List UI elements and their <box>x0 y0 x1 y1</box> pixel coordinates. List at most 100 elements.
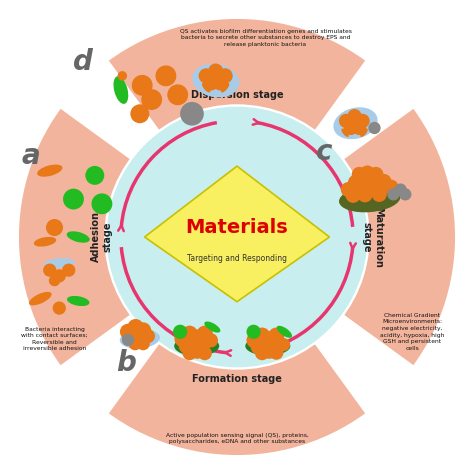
Circle shape <box>130 104 149 123</box>
Ellipse shape <box>67 296 90 306</box>
Circle shape <box>266 339 281 355</box>
Circle shape <box>132 75 153 96</box>
Circle shape <box>348 175 363 190</box>
Circle shape <box>122 334 134 346</box>
Circle shape <box>254 328 270 344</box>
Circle shape <box>179 338 194 354</box>
Circle shape <box>199 68 214 83</box>
Circle shape <box>167 84 188 105</box>
Circle shape <box>355 181 370 196</box>
Wedge shape <box>237 237 417 417</box>
Wedge shape <box>57 237 237 417</box>
Text: Bacteria interacting
with contact surfaces;
Reversible and
irreversible adhesion: Bacteria interacting with contact surfac… <box>21 327 88 351</box>
Circle shape <box>204 333 218 347</box>
Circle shape <box>360 165 375 181</box>
Ellipse shape <box>339 186 401 212</box>
Circle shape <box>197 326 213 342</box>
Circle shape <box>368 122 381 134</box>
Circle shape <box>118 71 127 81</box>
Circle shape <box>62 264 75 277</box>
Text: Materials: Materials <box>186 218 288 237</box>
Ellipse shape <box>113 76 128 104</box>
Circle shape <box>128 337 142 350</box>
Text: d: d <box>73 47 93 76</box>
Circle shape <box>104 104 370 370</box>
Ellipse shape <box>360 128 368 137</box>
Circle shape <box>362 174 377 189</box>
Circle shape <box>356 114 370 128</box>
Circle shape <box>218 68 233 83</box>
Circle shape <box>133 328 147 343</box>
Circle shape <box>182 326 198 342</box>
Ellipse shape <box>29 292 52 305</box>
Circle shape <box>246 325 261 339</box>
Ellipse shape <box>192 64 239 98</box>
Ellipse shape <box>44 258 74 268</box>
Ellipse shape <box>120 329 160 348</box>
Text: Adhesion
stage: Adhesion stage <box>91 211 113 263</box>
Circle shape <box>368 167 383 182</box>
Circle shape <box>91 193 112 214</box>
Text: Active population sensing signal (QS), proteins,
polysaccharides, eDNA and other: Active population sensing signal (QS), p… <box>165 433 309 444</box>
Ellipse shape <box>202 83 210 92</box>
Circle shape <box>173 325 187 339</box>
Wedge shape <box>237 57 417 237</box>
Circle shape <box>399 188 411 201</box>
Polygon shape <box>145 166 329 302</box>
Circle shape <box>208 64 223 79</box>
Circle shape <box>174 331 191 347</box>
Ellipse shape <box>341 128 349 137</box>
Ellipse shape <box>34 237 56 246</box>
Circle shape <box>357 187 373 202</box>
Circle shape <box>195 338 210 354</box>
Circle shape <box>339 114 353 128</box>
Circle shape <box>141 329 155 343</box>
Circle shape <box>141 89 162 110</box>
Circle shape <box>19 19 455 455</box>
Ellipse shape <box>37 164 63 177</box>
Circle shape <box>268 328 284 344</box>
Circle shape <box>46 219 63 236</box>
Circle shape <box>107 107 367 367</box>
Wedge shape <box>57 57 237 237</box>
Circle shape <box>53 269 66 283</box>
Circle shape <box>258 337 273 352</box>
Circle shape <box>350 116 363 128</box>
Circle shape <box>369 181 384 196</box>
Circle shape <box>180 102 204 126</box>
Circle shape <box>251 339 266 355</box>
Circle shape <box>155 65 176 86</box>
Circle shape <box>394 183 407 196</box>
Circle shape <box>262 345 276 359</box>
Circle shape <box>182 346 197 360</box>
Circle shape <box>255 346 269 360</box>
Text: Targeting and Responding: Targeting and Responding <box>187 254 287 263</box>
Circle shape <box>261 331 277 347</box>
Text: a: a <box>21 142 40 171</box>
Text: Dispersion stage: Dispersion stage <box>191 90 283 100</box>
Circle shape <box>125 330 139 345</box>
Ellipse shape <box>67 231 90 243</box>
Circle shape <box>120 324 136 340</box>
Circle shape <box>376 174 392 189</box>
Ellipse shape <box>277 326 292 338</box>
Circle shape <box>383 180 399 195</box>
Circle shape <box>63 189 84 210</box>
Ellipse shape <box>221 83 229 92</box>
Circle shape <box>49 275 60 286</box>
Text: QS activates biofilm differentiation genes and stimulates
bacteria to secrete ot: QS activates biofilm differentiation gen… <box>180 29 351 47</box>
Circle shape <box>53 301 66 315</box>
Circle shape <box>85 166 104 185</box>
Circle shape <box>341 182 356 197</box>
Circle shape <box>344 121 358 135</box>
Circle shape <box>198 346 212 360</box>
Ellipse shape <box>333 107 378 139</box>
Circle shape <box>203 75 219 91</box>
Circle shape <box>190 345 204 359</box>
Circle shape <box>352 121 366 135</box>
Circle shape <box>277 338 290 351</box>
Circle shape <box>352 167 367 182</box>
Circle shape <box>128 319 144 335</box>
Text: Formation stage: Formation stage <box>192 374 282 384</box>
Ellipse shape <box>246 337 290 356</box>
